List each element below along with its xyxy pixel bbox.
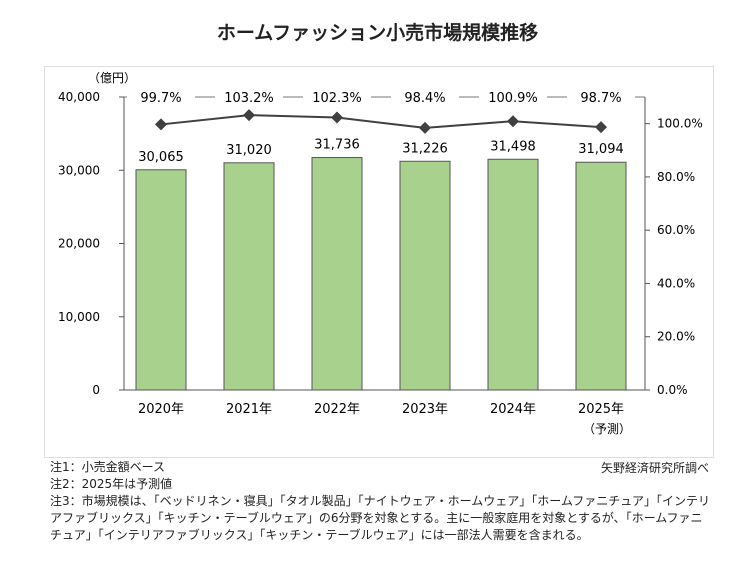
x-tick-label: 2020年: [138, 402, 184, 417]
bar: [311, 157, 363, 391]
growth-label-bg: [479, 88, 547, 106]
bar-value-label: 31,094: [578, 142, 624, 157]
y-tick-label: 30,000: [58, 163, 100, 177]
x-tick-label: 2021年: [226, 402, 272, 417]
growth-label-bg: [303, 88, 371, 106]
bar: [487, 158, 539, 391]
note-3: 注3：市場規模は、「ベッドリネン・寝具」「タオル製品」「ナイトウェア・ホームウェ…: [50, 494, 710, 542]
growth-label-bg: [215, 88, 283, 106]
y2-tick-label: 20.0%: [657, 330, 695, 344]
y-tick-label: 10,000: [58, 310, 100, 324]
growth-label: 98.4%: [404, 91, 445, 106]
growth-label-bg: [127, 88, 195, 106]
y2-tick-label: 0.0%: [657, 383, 688, 397]
chart-title: ホームファッション小売市場規模推移: [216, 22, 539, 44]
bar-value-label: 30,065: [138, 150, 184, 165]
y2-tick-label: 100.0%: [657, 117, 703, 131]
y-tick-label: 40,000: [58, 90, 100, 104]
growth-marker: [507, 115, 519, 128]
bar-value-label: 31,498: [490, 139, 536, 154]
y-tick-label: 20,000: [58, 237, 100, 251]
growth-label-bg: [391, 88, 459, 106]
note-2: 注2：2025年は予測値: [50, 477, 173, 491]
y-axis-unit: （億円）: [88, 71, 136, 85]
y2-tick-label: 60.0%: [657, 223, 695, 237]
x-tick-label: 2025年: [578, 402, 624, 417]
y-tick-label: 0: [92, 383, 100, 397]
bar-value-label: 31,736: [314, 138, 360, 153]
chart-frame: [44, 66, 714, 458]
growth-label: 99.7%: [140, 91, 181, 106]
growth-label: 102.3%: [312, 91, 362, 106]
growth-line: [160, 114, 602, 129]
bar: [575, 161, 627, 391]
bar: [223, 162, 275, 391]
growth-marker: [331, 111, 343, 124]
growth-label: 98.7%: [580, 91, 621, 106]
bar-value-label: 31,020: [226, 143, 272, 158]
x-tick-label: 2023年: [402, 402, 448, 417]
source: 矢野経済研究所調べ: [600, 461, 709, 475]
y2-tick-label: 40.0%: [657, 276, 695, 290]
growth-label: 103.2%: [224, 91, 274, 106]
bar: [135, 169, 187, 391]
x-tick-label: 2024年: [490, 402, 536, 417]
bar-value-label: 31,226: [402, 141, 448, 156]
bar: [399, 160, 451, 391]
growth-marker: [595, 121, 607, 134]
growth-label: 100.9%: [488, 91, 538, 106]
x-tick-label: 2022年: [314, 402, 360, 417]
y2-tick-label: 80.0%: [657, 170, 695, 184]
notes: 注1：小売金額ベース 注2：2025年は予測値 注3：市場規模は、「ベッドリネン…: [50, 459, 710, 544]
growth-label-bg: [567, 88, 635, 106]
growth-marker: [155, 118, 167, 131]
growth-marker: [419, 121, 431, 134]
note-1: 注1：小売金額ベース: [50, 460, 166, 474]
x-tick-sublabel: （予測）: [583, 422, 631, 436]
growth-marker: [243, 109, 255, 122]
